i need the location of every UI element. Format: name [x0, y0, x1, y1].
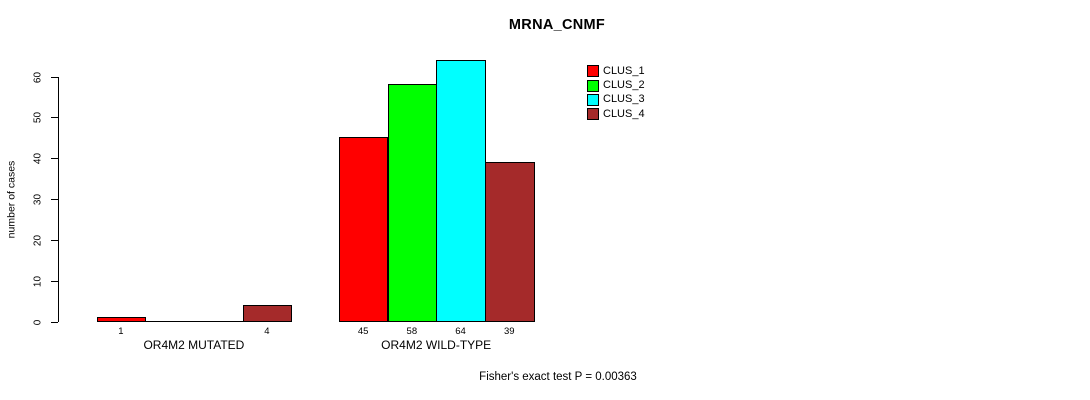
bar-clus_3	[436, 59, 486, 322]
legend-label: CLUS_2	[603, 79, 645, 92]
legend-item-clus_1: CLUS_1	[587, 64, 645, 78]
bar-clus_2	[387, 84, 438, 322]
group-baseline	[96, 321, 293, 322]
legend-label: CLUS_4	[603, 107, 645, 120]
y-tick-label: 60	[32, 71, 44, 83]
y-tick-label: 50	[32, 112, 44, 124]
legend-item-clus_2: CLUS_2	[587, 78, 645, 92]
legend: CLUS_1 CLUS_2 CLUS_3 CLUS_4	[587, 64, 645, 122]
bar-clus_4	[484, 161, 535, 322]
legend-label: CLUS_1	[603, 64, 645, 77]
y-tick	[51, 321, 58, 323]
group-label: OR4M2 WILD-TYPE	[381, 338, 492, 352]
legend-item-clus_3: CLUS_3	[587, 93, 645, 107]
y-tick	[51, 76, 58, 78]
y-tick-label: 0	[32, 319, 44, 325]
bar-clus_1	[96, 316, 147, 322]
y-tick	[51, 199, 58, 200]
legend-swatch-clus_2	[587, 79, 599, 92]
bar-clus_4	[242, 304, 293, 322]
y-axis-line	[58, 77, 59, 322]
y-tick-label: 10	[32, 275, 44, 287]
y-tick-label: 30	[32, 193, 44, 206]
y-tick	[51, 117, 58, 119]
bar-value-label: 45	[357, 326, 369, 337]
bar-value-label: 39	[503, 326, 515, 337]
y-tick-label: 20	[32, 234, 44, 246]
legend-swatch-clus_4	[587, 108, 599, 121]
group-label: OR4M2 MUTATED	[143, 338, 245, 352]
bar-value-label: 64	[455, 326, 466, 337]
annotation-text: Fisher's exact test P = 0.00363	[479, 371, 637, 383]
legend-swatch-clus_3	[587, 93, 599, 106]
y-tick-label: 40	[32, 153, 44, 165]
y-tick	[51, 239, 58, 241]
y-tick	[51, 158, 58, 160]
legend-label: CLUS_3	[603, 93, 645, 106]
bar-value-label: 1	[118, 326, 124, 337]
y-tick	[51, 280, 58, 282]
chart-title: MRNA_CNMF	[508, 17, 606, 33]
legend-item-clus_4: CLUS_4	[587, 107, 645, 121]
bar-value-label: 4	[264, 326, 270, 337]
bar-value-label: 58	[406, 326, 418, 337]
bar-clus_1	[338, 137, 389, 322]
legend-swatch-clus_1	[587, 65, 599, 78]
